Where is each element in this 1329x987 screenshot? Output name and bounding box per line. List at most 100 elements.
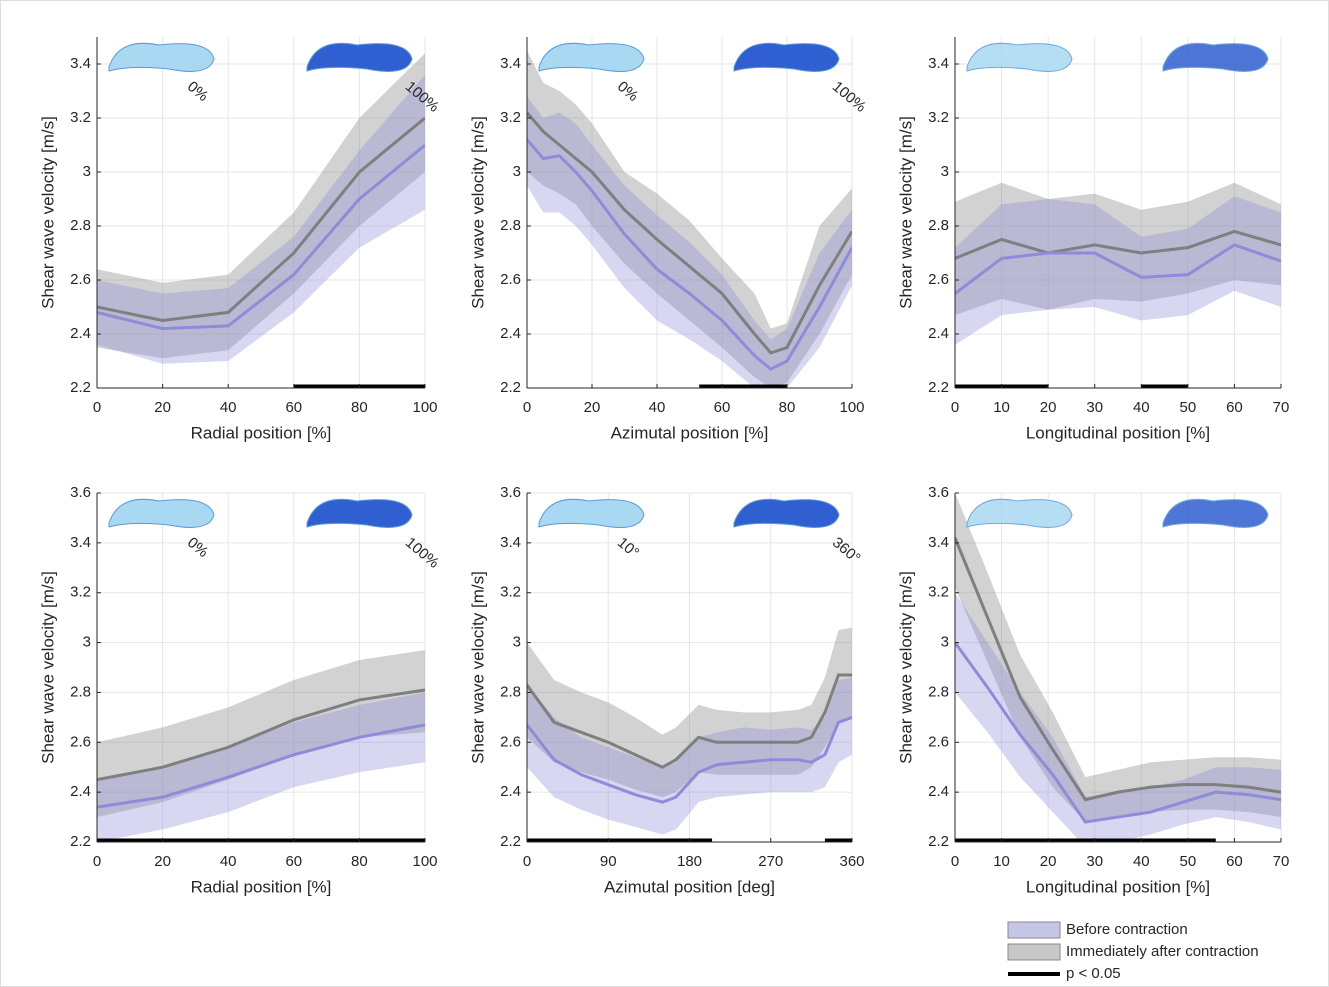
x-tick-label: 0 xyxy=(951,853,959,870)
mean-line xyxy=(97,688,425,782)
inset-shape xyxy=(733,498,840,528)
x-tick-label: 30 xyxy=(1086,399,1103,416)
x-tick-label: 30 xyxy=(1086,853,1103,870)
x-tick-label: 270 xyxy=(758,853,783,870)
x-tick-label: 0 xyxy=(93,399,101,416)
mean-line xyxy=(955,641,1281,824)
y-tick-label: 2.4 xyxy=(70,325,91,342)
y-axis-label: Shear wave velocity [m/s] xyxy=(896,116,915,309)
plot-area xyxy=(527,627,852,835)
x-tick-label: 60 xyxy=(1226,399,1243,416)
x-axis-label: Azimutal position [%] xyxy=(611,423,769,442)
band xyxy=(97,74,425,364)
mean-line xyxy=(955,243,1281,295)
y-tick-label: 2.8 xyxy=(500,217,521,234)
plot-area xyxy=(955,182,1281,345)
inset-shape xyxy=(108,42,215,72)
y-tick-label: 3.6 xyxy=(500,484,521,501)
inset-shape xyxy=(966,42,1073,72)
y-axis-label: Shear wave velocity [m/s] xyxy=(38,571,57,764)
y-tick-label: 3.2 xyxy=(500,584,521,601)
y-tick-label: 3 xyxy=(513,634,521,651)
y-tick-label: 2.6 xyxy=(70,733,91,750)
y-axis-label: Shear wave velocity [m/s] xyxy=(468,571,487,764)
y-tick-label: 3.6 xyxy=(70,484,91,501)
y-tick-label: 2.6 xyxy=(500,733,521,750)
inset-shape xyxy=(1162,498,1269,528)
band xyxy=(527,627,852,798)
legend-label: p < 0.05 xyxy=(1066,965,1121,982)
x-tick-label: 40 xyxy=(1133,399,1150,416)
inset-shape xyxy=(538,498,645,528)
y-tick-label: 2.2 xyxy=(928,379,949,396)
band xyxy=(527,50,852,388)
x-tick-label: 70 xyxy=(1273,399,1290,416)
inset-shape xyxy=(306,498,413,528)
mean-line xyxy=(527,111,852,355)
y-tick-label: 3.4 xyxy=(928,55,949,72)
x-axis-label: Azimutal position [deg] xyxy=(604,877,775,896)
y-tick-label: 3.6 xyxy=(928,484,949,501)
x-axis-label: Radial position [%] xyxy=(191,423,332,442)
band xyxy=(527,677,852,835)
x-tick-label: 60 xyxy=(285,853,302,870)
mean-line xyxy=(97,143,425,331)
x-tick-label: 80 xyxy=(779,399,796,416)
x-tick-label: 0 xyxy=(523,399,531,416)
x-tick-label: 40 xyxy=(220,399,237,416)
y-tick-label: 2.8 xyxy=(928,217,949,234)
mean-line xyxy=(955,537,1281,802)
x-tick-label: 0 xyxy=(523,853,531,870)
inset-shape xyxy=(1162,42,1269,72)
x-tick-label: 100 xyxy=(839,399,864,416)
x-tick-label: 60 xyxy=(1226,853,1243,870)
y-tick-label: 3.4 xyxy=(500,534,521,551)
band xyxy=(955,196,1281,345)
y-tick-label: 2.4 xyxy=(500,325,521,342)
x-tick-label: 90 xyxy=(600,853,617,870)
x-tick-label: 100 xyxy=(412,853,437,870)
x-tick-label: 20 xyxy=(1040,853,1057,870)
x-tick-label: 0 xyxy=(93,853,101,870)
y-axis-label: Shear wave velocity [m/s] xyxy=(896,571,915,764)
band xyxy=(955,493,1281,823)
y-tick-label: 2.4 xyxy=(928,783,949,800)
x-tick-label: 50 xyxy=(1180,853,1197,870)
x-axis-label: Radial position [%] xyxy=(191,877,332,896)
plot-area xyxy=(97,53,425,364)
inset-shape xyxy=(538,42,645,72)
x-tick-label: 60 xyxy=(714,399,731,416)
x-tick-label: 180 xyxy=(677,853,702,870)
y-tick-label: 3 xyxy=(941,163,949,180)
y-tick-label: 2.6 xyxy=(928,271,949,288)
mean-line xyxy=(97,723,425,809)
inset-shape xyxy=(966,498,1073,528)
x-tick-label: 0 xyxy=(951,399,959,416)
x-tick-label: 70 xyxy=(1273,853,1290,870)
x-tick-label: 20 xyxy=(154,399,171,416)
y-tick-label: 3.2 xyxy=(70,584,91,601)
y-tick-label: 2.2 xyxy=(500,379,521,396)
y-tick-label: 2.8 xyxy=(500,683,521,700)
y-axis-label: Shear wave velocity [m/s] xyxy=(38,116,57,309)
band xyxy=(955,592,1281,842)
x-tick-label: 360 xyxy=(839,853,864,870)
y-tick-label: 2.8 xyxy=(928,683,949,700)
x-tick-label: 100 xyxy=(412,399,437,416)
y-tick-label: 2.2 xyxy=(500,833,521,850)
y-tick-label: 2.4 xyxy=(500,783,521,800)
plot-area xyxy=(97,650,425,842)
x-tick-label: 20 xyxy=(154,853,171,870)
y-tick-label: 2.2 xyxy=(928,833,949,850)
x-axis-label: Longitudinal position [%] xyxy=(1026,423,1210,442)
y-tick-label: 3 xyxy=(941,634,949,651)
band xyxy=(97,53,425,359)
legend-label: Immediately after contraction xyxy=(1066,943,1259,960)
legend-swatch xyxy=(1007,921,1061,939)
y-tick-label: 2.4 xyxy=(70,783,91,800)
mean-line xyxy=(527,138,852,371)
y-tick-label: 3.2 xyxy=(500,109,521,126)
x-tick-label: 80 xyxy=(351,853,368,870)
y-tick-label: 2.6 xyxy=(500,271,521,288)
